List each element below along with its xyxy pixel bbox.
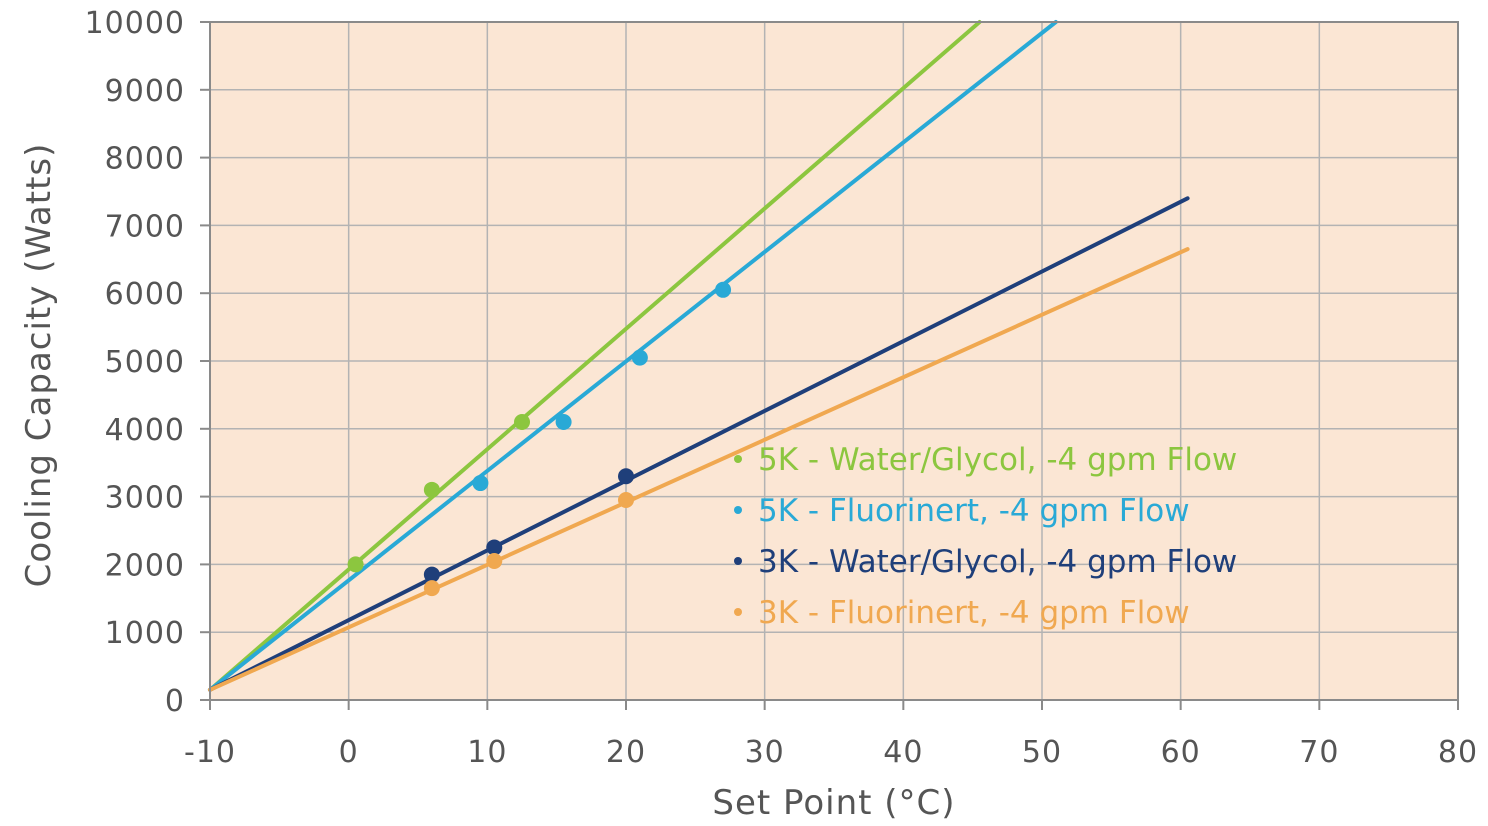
- data-point: [715, 281, 732, 298]
- y-tick-label: 6000: [105, 277, 185, 312]
- data-point: [472, 475, 489, 492]
- series-line: [208, 196, 1190, 692]
- data-point: [486, 553, 503, 570]
- x-tick-label: 40: [883, 735, 923, 770]
- x-axis-title: Set Point (°C): [712, 783, 955, 822]
- legend-marker: [734, 506, 742, 514]
- x-tick-label: 10: [467, 735, 507, 770]
- series-line: [208, 247, 1190, 692]
- x-tick-label: -10: [184, 735, 236, 770]
- legend: 5K - Water/Glycol, -4 gpm Flow 5K - Fluor…: [734, 442, 1237, 631]
- y-tick-label: 7000: [105, 209, 185, 244]
- data-point: [423, 580, 440, 597]
- x-tick-label: 0: [339, 735, 359, 770]
- y-axis-ticks: 0 1000 2000 3000 4000 5000 6000 7000 8000 9000 100…: [85, 6, 210, 719]
- y-tick-label: 4000: [105, 413, 185, 448]
- data-point: [618, 468, 634, 485]
- legend-label: 3K - Water/Glycol, -4 gpm Flow: [758, 544, 1237, 580]
- y-tick-label: 10000: [85, 6, 185, 41]
- y-tick-label: 8000: [105, 142, 185, 177]
- data-point: [555, 414, 572, 431]
- x-tick-label: 20: [606, 735, 646, 770]
- legend-marker: [734, 608, 742, 616]
- y-tick-label: 0: [165, 684, 185, 719]
- y-tick-label: 1000: [105, 616, 185, 651]
- y-axis-title: Cooling Capacity (Watts): [19, 143, 59, 588]
- x-tick-label: 50: [1022, 735, 1062, 770]
- data-point: [423, 481, 440, 498]
- x-tick-label: 80: [1438, 735, 1478, 770]
- legend-marker: [734, 455, 742, 463]
- legend-marker: [734, 557, 742, 565]
- data-point: [631, 349, 648, 366]
- y-tick-label: 5000: [105, 345, 185, 380]
- y-tick-label: 9000: [105, 74, 185, 109]
- x-tick-label: 60: [1161, 735, 1201, 770]
- data-point: [514, 414, 530, 431]
- legend-label: 5K - Fluorinert, -4 gpm Flow: [758, 493, 1190, 529]
- x-axis-ticks: -10 0 10 20 30 40 50 60 70 80: [184, 700, 1478, 770]
- data-point: [486, 539, 503, 556]
- legend-label: 5K - Water/Glycol, -4 gpm Flow: [758, 442, 1237, 478]
- series-layer: [208, 20, 1190, 692]
- y-tick-label: 3000: [105, 481, 185, 516]
- x-tick-label: 30: [745, 735, 785, 770]
- x-tick-label: 70: [1299, 735, 1339, 770]
- series-line: [208, 20, 982, 692]
- data-point: [347, 556, 364, 573]
- data-point: [423, 566, 440, 583]
- data-point: [618, 491, 634, 508]
- legend-label: 3K - Fluorinert, -4 gpm Flow: [758, 595, 1190, 631]
- y-tick-label: 2000: [105, 548, 185, 583]
